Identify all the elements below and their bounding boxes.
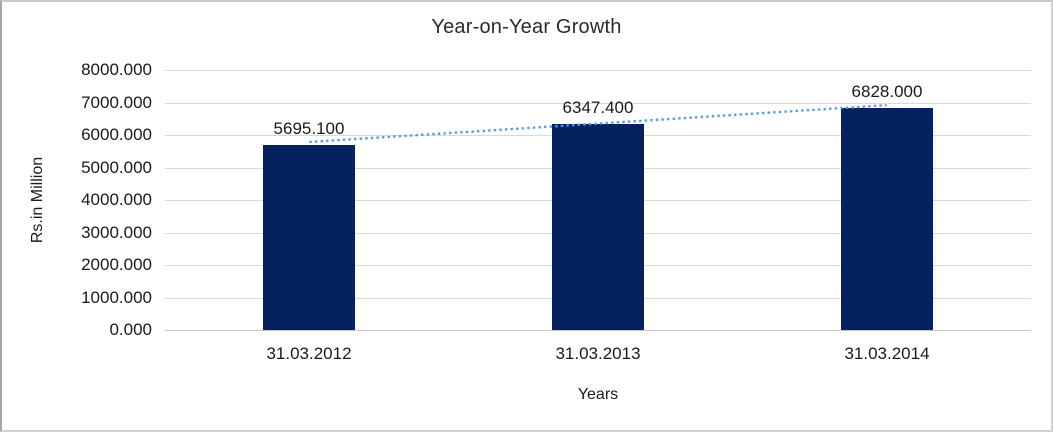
y-tick-label: 7000.000 [81, 93, 152, 112]
bar [841, 108, 933, 330]
y-tick-label: 3000.000 [81, 223, 152, 242]
y-tick-label: 0.000 [109, 320, 152, 339]
x-category-label: 31.03.2014 [844, 344, 930, 363]
gridline [165, 103, 1031, 104]
y-tick-label: 4000.000 [81, 190, 152, 209]
y-tick-label: 8000.000 [81, 60, 152, 79]
x-category-label: 31.03.2013 [555, 344, 641, 363]
gridline [165, 70, 1031, 71]
x-category-label: 31.03.2012 [266, 344, 352, 363]
y-tick-label: 5000.000 [81, 158, 152, 177]
y-tick-label: 1000.000 [81, 288, 152, 307]
bar-data-label: 5695.100 [273, 119, 345, 138]
bar-data-label: 6347.400 [562, 98, 634, 117]
y-tick-label: 2000.000 [81, 255, 152, 274]
bar-data-label: 6828.000 [851, 82, 923, 101]
x-axis-title: Years [577, 386, 619, 403]
gridline [165, 330, 1031, 331]
bar [263, 145, 355, 330]
y-tick-label: 6000.000 [81, 125, 152, 144]
chart-title: Year-on-Year Growth [431, 16, 622, 38]
bar [552, 124, 644, 330]
